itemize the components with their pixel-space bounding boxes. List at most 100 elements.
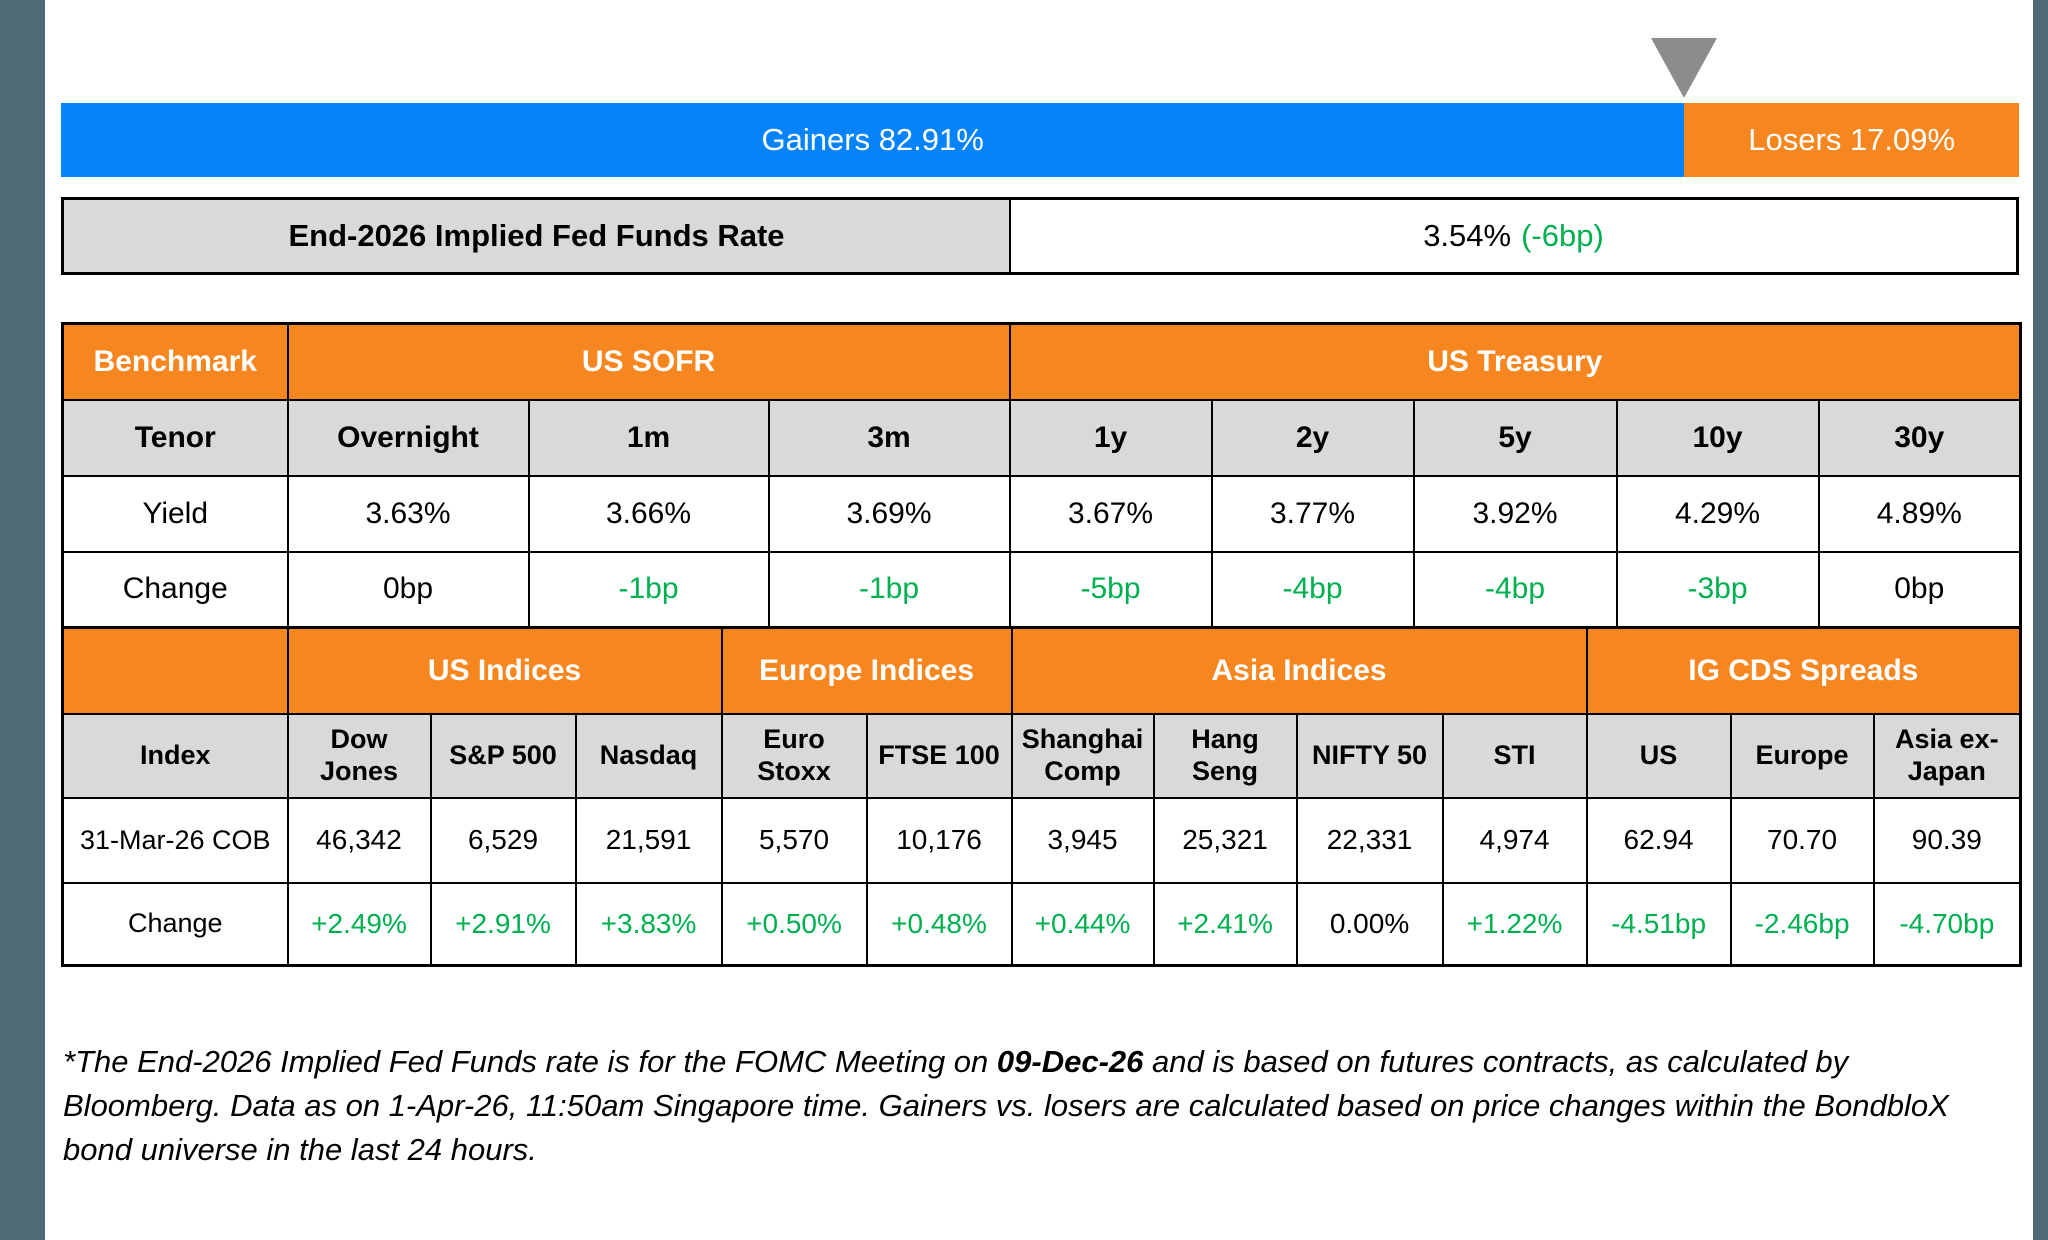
gainers-segment: Gainers 82.91% [61, 103, 1685, 177]
asia-indices-group-header: Asia Indices [1010, 626, 1588, 715]
index-value-cell: 21,591 [574, 796, 723, 884]
index-change-cell: +2.41% [1152, 881, 1298, 967]
yield-value-cell: 3.77% [1210, 474, 1415, 553]
index-header-cell: Euro Stoxx [720, 712, 868, 799]
tenor-header-cell: 1y [1008, 398, 1213, 477]
index-change-cell: 0.00% [1295, 881, 1444, 967]
yield-value-cell: 3.67% [1008, 474, 1213, 553]
benchmark-change-cell: -1bp [767, 550, 1011, 629]
index-values-row: 31-Mar-26 COB 46,342 6,529 21,591 5,570 10,1… [61, 796, 2022, 884]
index-change-cell: +2.91% [429, 881, 577, 967]
benchmark-change-cell: 0bp [286, 550, 530, 629]
tables-area: Benchmark US SOFR US Treasury Tenor Over… [61, 322, 2023, 967]
us-indices-group-header: US Indices [286, 626, 723, 715]
tenor-row-label: Tenor [61, 398, 289, 477]
footnote: *The End-2026 Implied Fed Funds rate is … [63, 1040, 1968, 1172]
index-header-cell: Europe [1729, 712, 1875, 799]
index-header-cell: US [1585, 712, 1732, 799]
index-value-cell: 25,321 [1152, 796, 1298, 884]
europe-indices-group-header: Europe Indices [720, 626, 1013, 715]
index-header-cell: Asia ex-Japan [1872, 712, 2022, 799]
tenor-header-cell: 2y [1210, 398, 1415, 477]
right-border-strip [2033, 0, 2048, 1240]
benchmark-change-row-label: Change [61, 550, 289, 629]
benchmark-change-cell: -3bp [1615, 550, 1820, 629]
benchmark-change-cell: -4bp [1412, 550, 1618, 629]
benchmark-change-cell: -5bp [1008, 550, 1213, 629]
losers-segment: Losers 17.09% [1684, 103, 2019, 177]
index-change-cell: +0.50% [720, 881, 868, 967]
benchmark-corner-header: Benchmark [61, 322, 289, 401]
index-change-cell: +3.83% [574, 881, 723, 967]
losers-label: Losers 17.09% [1748, 122, 1956, 157]
index-header-cell: STI [1441, 712, 1588, 799]
gainers-losers-bar: Gainers 82.91% Losers 17.09% [61, 103, 2019, 177]
indices-corner-header [61, 626, 289, 715]
fed-funds-row: End-2026 Implied Fed Funds Rate 3.54% (-… [61, 197, 2019, 275]
yield-value-cell: 4.89% [1817, 474, 2022, 553]
gainers-label: Gainers 82.91% [761, 122, 984, 157]
index-value-cell: 46,342 [286, 796, 432, 884]
yield-row: Yield 3.63% 3.66% 3.69% 3.67% 3.77% 3.92% 4.29… [61, 474, 2022, 553]
yield-value-cell: 4.29% [1615, 474, 1820, 553]
tenor-header-row: Tenor Overnight 1m 3m 1y 2y 5y 10y 30y [61, 398, 2022, 477]
footnote-text-1: *The End-2026 Implied Fed Funds rate is … [63, 1044, 997, 1079]
index-value-cell: 62.94 [1585, 796, 1732, 884]
tenor-header-cell: 10y [1615, 398, 1820, 477]
yield-value-cell: 3.69% [767, 474, 1011, 553]
index-value-cell: 10,176 [865, 796, 1013, 884]
index-header-cell: NIFTY 50 [1295, 712, 1444, 799]
footnote-text-2: and is based on futures contracts, as ca… [63, 1044, 1949, 1167]
fed-funds-label: End-2026 Implied Fed Funds Rate [64, 200, 1011, 272]
fed-funds-change: (-6bp) [1521, 218, 1604, 253]
index-header-cell: S&P 500 [429, 712, 577, 799]
index-header-cell: FTSE 100 [865, 712, 1013, 799]
ig-cds-group-header: IG CDS Spreads [1585, 626, 2022, 715]
tenor-header-cell: 30y [1817, 398, 2022, 477]
benchmark-group-row: Benchmark US SOFR US Treasury [61, 322, 2022, 401]
index-header-cell: Dow Jones [286, 712, 432, 799]
us-sofr-group-header: US SOFR [286, 322, 1011, 401]
index-row-label: Index [61, 712, 289, 799]
index-change-cell: +1.22% [1441, 881, 1588, 967]
index-change-cell: +0.44% [1010, 881, 1155, 967]
index-header-row: Index Dow Jones S&P 500 Nasdaq Euro Stoxx FT… [61, 712, 2022, 799]
index-change-cell: +0.48% [865, 881, 1013, 967]
yield-value-cell: 3.63% [286, 474, 530, 553]
index-change-cell: -2.46bp [1729, 881, 1875, 967]
index-value-cell: 90.39 [1872, 796, 2022, 884]
index-header-cell: Nasdaq [574, 712, 723, 799]
index-change-cell: -4.70bp [1872, 881, 2022, 967]
index-value-cell: 5,570 [720, 796, 868, 884]
index-change-cell: +2.49% [286, 881, 432, 967]
benchmark-table: Benchmark US SOFR US Treasury Tenor Over… [61, 322, 2023, 629]
tenor-header-cell: 5y [1412, 398, 1618, 477]
indices-table: US Indices Europe Indices Asia Indices I… [61, 626, 2023, 967]
fed-funds-value: 3.54% (-6bp) [1011, 200, 2016, 272]
yield-value-cell: 3.66% [527, 474, 770, 553]
benchmark-change-cell: -4bp [1210, 550, 1415, 629]
index-header-cell: Hang Seng [1152, 712, 1298, 799]
yield-row-label: Yield [61, 474, 289, 553]
benchmark-change-cell: 0bp [1817, 550, 2022, 629]
index-value-cell: 22,331 [1295, 796, 1444, 884]
index-change-cell: -4.51bp [1585, 881, 1732, 967]
tenor-header-cell: Overnight [286, 398, 530, 477]
indices-group-row: US Indices Europe Indices Asia Indices I… [61, 626, 2022, 715]
footnote-fomc-date: 09-Dec-26 [996, 1044, 1144, 1079]
index-change-row-label: Change [61, 881, 289, 967]
left-border-strip [0, 0, 45, 1240]
index-change-row: Change +2.49% +2.91% +3.83% +0.50% +0.48% +0.… [61, 881, 2022, 967]
fed-funds-rate: 3.54% [1423, 218, 1512, 253]
index-header-cell: Shanghai Comp [1010, 712, 1155, 799]
index-value-cell: 6,529 [429, 796, 577, 884]
index-value-cell: 4,974 [1441, 796, 1588, 884]
index-value-cell: 3,945 [1010, 796, 1155, 884]
benchmark-change-row: Change 0bp -1bp -1bp -5bp -4bp -4bp -3bp 0bp [61, 550, 2022, 629]
us-treasury-group-header: US Treasury [1008, 322, 2022, 401]
index-date-label: 31-Mar-26 COB [61, 796, 289, 884]
benchmark-change-cell: -1bp [527, 550, 770, 629]
tenor-header-cell: 3m [767, 398, 1011, 477]
index-value-cell: 70.70 [1729, 796, 1875, 884]
marker-triangle-icon [1651, 38, 1717, 98]
